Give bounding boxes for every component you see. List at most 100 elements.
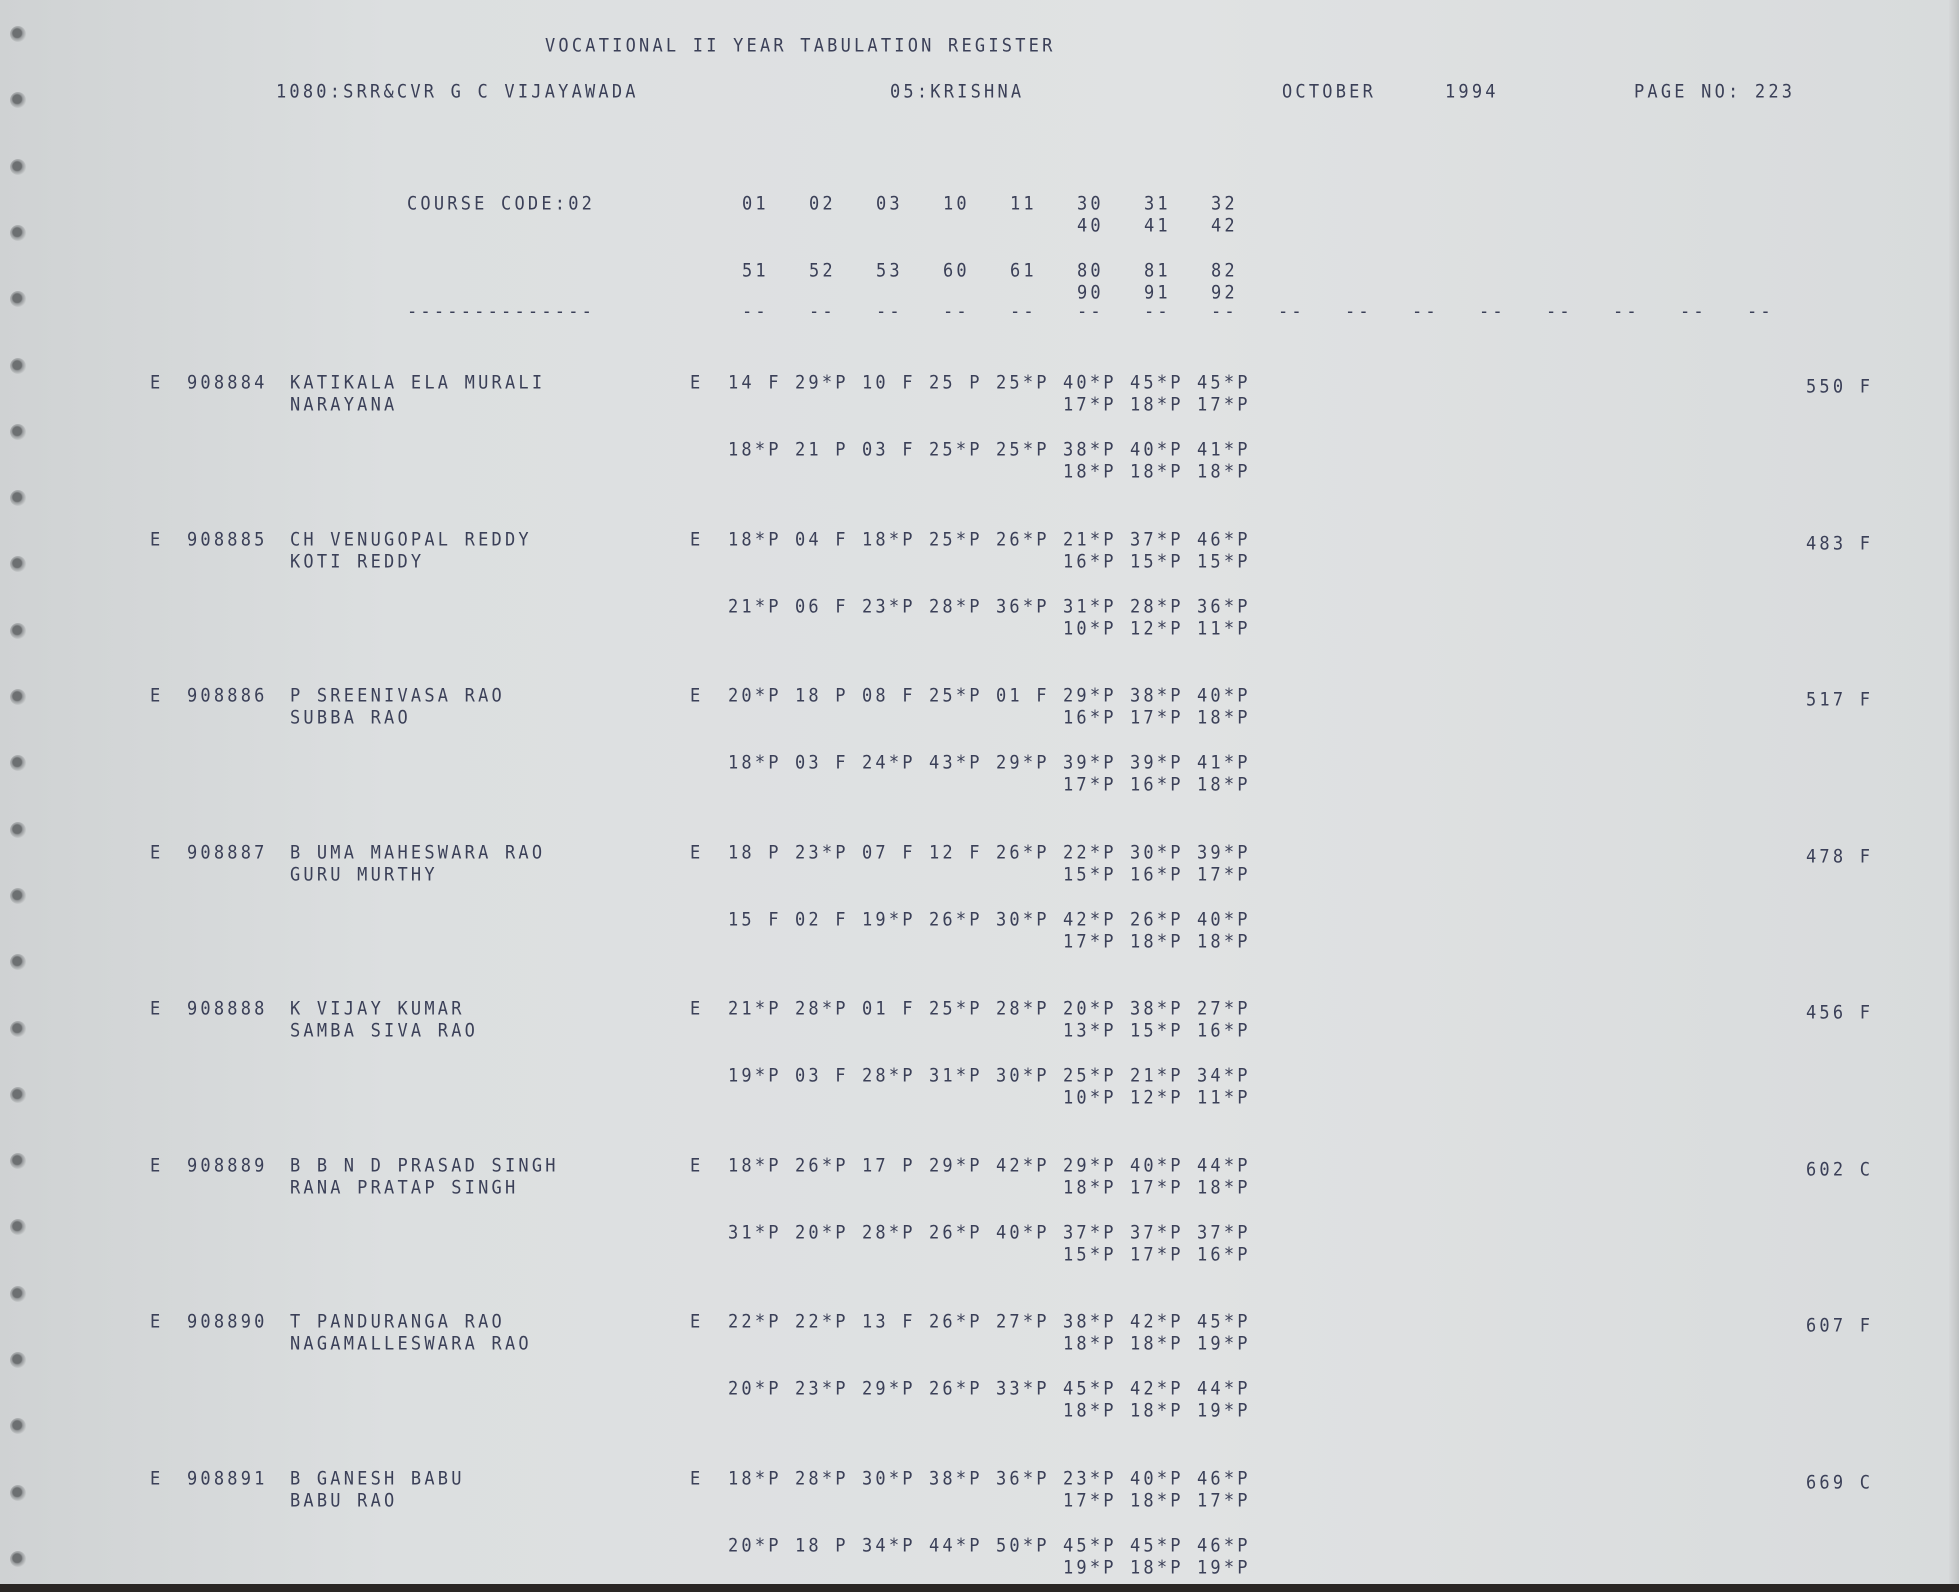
exam-type: E xyxy=(150,1311,164,1333)
parent-name: BABU RAO xyxy=(290,1489,398,1512)
mark-cell: 16*P xyxy=(1130,863,1184,886)
parent-name: SAMBA SIVA RAO xyxy=(290,1020,479,1042)
mark-cell: 21*P xyxy=(728,998,782,1020)
mark-cell: 34*P xyxy=(1197,1065,1251,1087)
page-edge xyxy=(1949,0,1959,1592)
mark-cell: 18*P xyxy=(1130,1400,1184,1422)
mark-cell: 26*P xyxy=(996,841,1050,864)
mark-cell: 18*P xyxy=(728,439,782,461)
mark-cell: 39*P xyxy=(1130,752,1184,774)
mark-cell: 28*P xyxy=(1130,595,1184,618)
mark-cell: 26*P xyxy=(929,1221,983,1244)
mark-cell: 23*P xyxy=(795,1378,849,1400)
mark-cell: 17*P xyxy=(1063,774,1117,796)
mark-cell: 40*P xyxy=(1197,908,1251,931)
mark-cell: 18*P xyxy=(1197,930,1251,953)
mark-cell: 44*P xyxy=(1197,1378,1251,1400)
mark-cell: 45*P xyxy=(1197,1311,1251,1333)
student-name: T PANDURANGA RAO xyxy=(290,1311,505,1333)
subject-code: 10 xyxy=(943,193,970,215)
mark-cell: 40*P xyxy=(1130,1467,1184,1490)
mark-cell: 39*P xyxy=(1197,841,1251,864)
mark-cell: 18*P xyxy=(1197,461,1251,483)
mark-cell: 46*P xyxy=(1197,1467,1251,1490)
mark-cell: 45*P xyxy=(1197,372,1251,394)
mark-cell: 15*P xyxy=(1197,550,1251,573)
district: 05:KRISHNA xyxy=(890,81,1025,103)
long-dash-rule: -------------- xyxy=(407,301,596,323)
subject-code: 82 xyxy=(1211,260,1238,282)
subject-code: 60 xyxy=(943,260,970,282)
mark-cell: 27*P xyxy=(996,1311,1050,1333)
mark-cell: 21*P xyxy=(728,595,782,618)
feed-hole xyxy=(10,224,26,241)
mark-cell: 18 P xyxy=(795,685,849,707)
mark-cell: 29*P xyxy=(795,372,849,394)
mark-cell: 19*P xyxy=(1063,1556,1117,1579)
feed-hole xyxy=(10,423,26,440)
mark-cell: 17*P xyxy=(1197,394,1251,416)
feed-hole xyxy=(10,1352,26,1368)
mark-cell: 45*P xyxy=(1063,1378,1117,1400)
mark-cell: 26*P xyxy=(929,1311,983,1333)
feed-hole xyxy=(10,622,26,639)
mark-cell: 17*P xyxy=(1063,394,1117,416)
mark-cell: 42*P xyxy=(1130,1378,1184,1400)
column-dash: -- xyxy=(1747,301,1774,323)
mark-cell: 18*P xyxy=(1063,1176,1117,1199)
exam-year: 1994 xyxy=(1445,81,1499,103)
mark-cell: 29*P xyxy=(862,1378,916,1400)
total-result: 607 F xyxy=(1806,1315,1874,1337)
mark-cell: 37*P xyxy=(1130,528,1184,551)
mark-cell: 24*P xyxy=(862,752,916,774)
mark-cell: 25*P xyxy=(996,439,1050,461)
mark-cell: 29*P xyxy=(1063,1154,1117,1177)
mark-cell: 37*P xyxy=(1197,1221,1251,1244)
column-dash: -- xyxy=(1613,301,1640,323)
feed-hole xyxy=(10,1219,26,1236)
total-result: 517 F xyxy=(1806,689,1874,711)
mark-cell: 18*P xyxy=(1130,1333,1184,1355)
mark-cell: 45*P xyxy=(1130,372,1184,394)
mark-cell: 31*P xyxy=(929,1065,983,1087)
feed-hole xyxy=(10,1418,26,1435)
mark-cell: 25*P xyxy=(929,439,983,461)
mark-cell: 33*P xyxy=(996,1378,1050,1400)
mark-cell: 18*P xyxy=(862,528,916,551)
mark-cell: 18 P xyxy=(795,1534,849,1557)
mark-cell: 16*P xyxy=(1130,774,1184,796)
exam-type: E xyxy=(150,998,164,1020)
mark-cell: 40*P xyxy=(1130,1154,1184,1177)
subject-code: 92 xyxy=(1211,282,1238,304)
mark-cell: 17*P xyxy=(1197,863,1251,886)
mark-cell: 23*P xyxy=(795,841,849,864)
feed-hole xyxy=(10,689,26,705)
subject-code: 03 xyxy=(876,193,903,215)
mark-cell: 18*P xyxy=(1130,394,1184,416)
subject-code: 31 xyxy=(1144,193,1171,215)
mark-cell: 19*P xyxy=(862,908,916,931)
column-dash: -- xyxy=(1345,301,1372,323)
mark-cell: 08 F xyxy=(862,685,916,707)
exam-type: E xyxy=(150,841,164,864)
parent-name: SUBBA RAO xyxy=(290,707,411,729)
mark-cell: 36*P xyxy=(996,595,1050,618)
mark-cell: 17*P xyxy=(1130,707,1184,729)
mark-cell: 18*P xyxy=(1197,774,1251,796)
register-number: 908885 xyxy=(187,528,268,551)
mark-cell: 30*P xyxy=(996,1065,1050,1087)
mark-cell: 38*P xyxy=(1063,1311,1117,1333)
student-name: B UMA MAHESWARA RAO xyxy=(290,841,546,864)
mark-cell: 02 F xyxy=(795,908,849,931)
page-bottom-edge xyxy=(0,1584,1959,1592)
column-dash: -- xyxy=(943,301,970,323)
mark-cell: 18*P xyxy=(1197,1176,1251,1199)
subject-code: 01 xyxy=(742,193,769,215)
subject-code: 91 xyxy=(1144,282,1171,304)
mark-cell: 40*P xyxy=(1063,372,1117,394)
status-code: E xyxy=(690,528,704,551)
mark-cell: 11*P xyxy=(1197,617,1251,640)
student-name: CH VENUGOPAL REDDY xyxy=(290,528,532,551)
feed-hole xyxy=(10,1285,26,1302)
exam-type: E xyxy=(150,1467,164,1490)
